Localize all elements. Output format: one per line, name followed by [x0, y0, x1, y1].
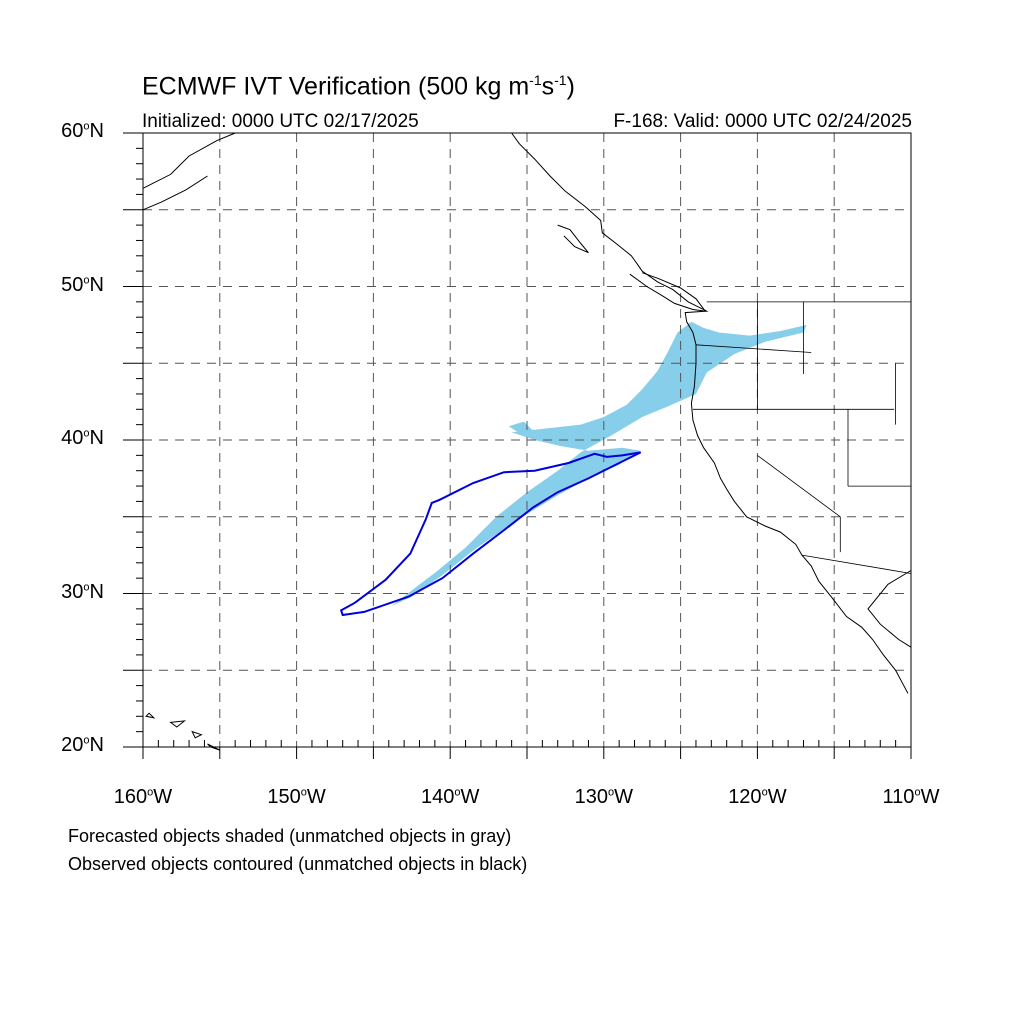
- lon-label: 160oW: [113, 786, 173, 808]
- tick-marks: [123, 132, 912, 759]
- graticule-layer: [143, 133, 911, 747]
- north-america-coastline: [511, 132, 909, 694]
- hawaii-island: [145, 712, 156, 719]
- lat-label: 50oN: [61, 273, 104, 296]
- observed-objects-layer: [339, 451, 642, 617]
- lat-label: 40oN: [61, 427, 104, 449]
- lon-label: 140oW: [420, 786, 480, 808]
- forecast-note: Forecasted objects shaded (unmatched obj…: [68, 826, 512, 846]
- lat-label: 30oN: [61, 580, 104, 603]
- forecast-ivt-object: [391, 321, 807, 606]
- initialized-label: Initialized: 0000 UTC 02/17/2025: [142, 111, 419, 132]
- forecast-objects-layer: [391, 321, 807, 606]
- political-border: [801, 554, 912, 574]
- hawaii-island: [169, 720, 187, 728]
- political-border: [695, 344, 812, 353]
- lon-label: 130oW: [574, 786, 633, 808]
- coastline-layer: [142, 132, 912, 751]
- vancouver-island-coast: [629, 272, 707, 312]
- aleutian-coast: [142, 132, 236, 189]
- haida-gwaii-coast: [557, 224, 589, 254]
- valid-label: F-168: Valid: 0000 UTC 02/24/2025: [613, 111, 912, 132]
- lat-label: 60oN: [61, 120, 104, 142]
- lon-label: 150oW: [267, 786, 326, 808]
- observed-ivt-contour: [339, 451, 642, 617]
- aleutian-coast-west: [142, 175, 208, 211]
- lat-label: 20oN: [61, 734, 104, 756]
- gulf-of-california-coast: [867, 570, 912, 648]
- lon-label: 120oW: [728, 786, 787, 808]
- political-border: [757, 455, 841, 518]
- observed-note: Observed objects contoured (unmatched ob…: [68, 854, 528, 874]
- hawaii-island: [191, 730, 203, 739]
- lon-label: 110oW: [882, 786, 940, 808]
- chart-title: ECMWF IVT Verification (500 kg m-1s-1): [142, 72, 575, 101]
